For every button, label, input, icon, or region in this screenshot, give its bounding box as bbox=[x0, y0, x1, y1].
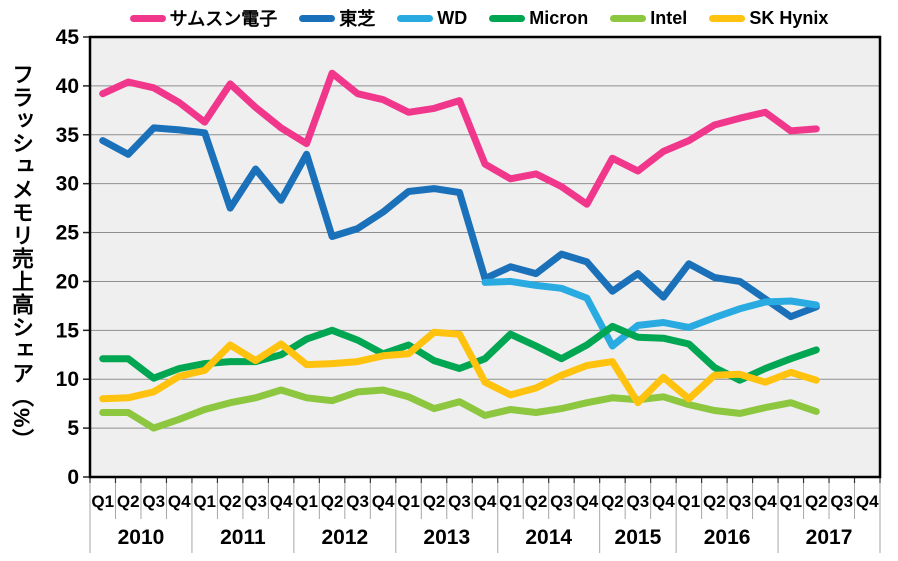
quarter-label: Q1 bbox=[499, 492, 522, 511]
quarter-label: Q2 bbox=[117, 492, 140, 511]
year-label: 2017 bbox=[806, 526, 853, 549]
legend-label-micron: Micron bbox=[529, 7, 589, 28]
year-label: 2015 bbox=[615, 526, 662, 549]
legend-swatch-micron bbox=[489, 14, 526, 22]
year-label: 2012 bbox=[321, 526, 368, 549]
quarter-label: Q3 bbox=[142, 492, 165, 511]
quarter-label: Q4 bbox=[652, 492, 675, 511]
quarter-label: Q4 bbox=[856, 492, 879, 511]
quarter-label: Q2 bbox=[601, 492, 624, 511]
y-tick-label: 45 bbox=[56, 26, 80, 49]
plot-border bbox=[88, 35, 882, 479]
year-label: 2013 bbox=[423, 526, 470, 549]
legend-item-sk-hynix: SK Hynix bbox=[709, 8, 828, 29]
quarter-label: Q3 bbox=[448, 492, 471, 511]
y-axis-title: フラッシュメモリ売上高シェア（%） bbox=[9, 62, 34, 452]
y-tick-label: 35 bbox=[56, 124, 80, 147]
year-label: 2011 bbox=[220, 526, 266, 549]
quarter-label: Q4 bbox=[474, 492, 497, 511]
legend-swatch-toshiba bbox=[299, 14, 336, 22]
legend-swatch-sk-hynix bbox=[709, 14, 746, 22]
quarter-label: Q1 bbox=[91, 492, 114, 511]
quarter-label: Q1 bbox=[295, 492, 318, 511]
quarter-label: Q1 bbox=[678, 492, 701, 511]
legend-label-wd: WD bbox=[437, 7, 468, 28]
y-tick-label: 5 bbox=[67, 417, 79, 440]
quarter-label: Q2 bbox=[703, 492, 726, 511]
quarter-label: Q4 bbox=[270, 492, 293, 511]
y-tick-label: 15 bbox=[56, 319, 80, 342]
quarter-label: Q1 bbox=[193, 492, 216, 511]
quarter-label: Q3 bbox=[346, 492, 369, 511]
quarter-label: Q4 bbox=[576, 492, 599, 511]
legend-item-intel: Intel bbox=[610, 8, 687, 29]
quarter-label: Q4 bbox=[168, 492, 191, 511]
legend-item-samsung: サムスン電子 bbox=[129, 5, 278, 31]
legend-swatch-intel bbox=[610, 14, 647, 22]
quarter-label: Q4 bbox=[754, 492, 777, 511]
year-label: 2016 bbox=[704, 526, 751, 549]
legend-label-sk-hynix: SK Hynix bbox=[749, 7, 829, 28]
series-line-0 bbox=[99, 69, 820, 208]
quarter-label: Q2 bbox=[219, 492, 242, 511]
quarter-label: Q3 bbox=[550, 492, 573, 511]
legend-label-samsung: サムスン電子 bbox=[169, 9, 278, 29]
quarter-label: Q1 bbox=[779, 492, 802, 511]
legend-label-toshiba: 東芝 bbox=[339, 9, 376, 29]
y-tick-label: 10 bbox=[56, 368, 79, 391]
quarter-label: Q3 bbox=[244, 492, 267, 511]
series-line-2 bbox=[481, 277, 820, 350]
quarter-label: Q2 bbox=[805, 492, 828, 511]
quarter-label: Q1 bbox=[397, 492, 420, 511]
legend-item-wd: WD bbox=[397, 8, 467, 29]
year-label: 2010 bbox=[118, 526, 165, 549]
y-tick-label: 0 bbox=[67, 466, 79, 489]
year-label: 2014 bbox=[525, 526, 572, 549]
y-tick-label: 40 bbox=[56, 75, 79, 98]
quarter-label: Q3 bbox=[627, 492, 650, 511]
quarter-label: Q3 bbox=[728, 492, 751, 511]
y-tick-label: 25 bbox=[56, 222, 80, 245]
series-line-4 bbox=[99, 386, 820, 432]
series-line-5 bbox=[99, 328, 820, 407]
y-tick-label: 30 bbox=[56, 173, 79, 196]
legend-label-intel: Intel bbox=[650, 7, 688, 28]
legend-item-toshiba: 東芝 bbox=[299, 5, 375, 31]
quarter-label: Q2 bbox=[423, 492, 446, 511]
legend: サムスン電子 東芝 WD Micron Intel SK Hynix bbox=[60, 3, 898, 33]
legend-swatch-wd bbox=[397, 14, 434, 22]
y-tick-label: 20 bbox=[56, 270, 79, 293]
quarter-label: Q4 bbox=[372, 492, 395, 511]
series-line-1 bbox=[99, 124, 820, 321]
quarter-label: Q2 bbox=[321, 492, 344, 511]
quarter-label: Q2 bbox=[525, 492, 548, 511]
series-line-3 bbox=[99, 322, 820, 384]
legend-item-micron: Micron bbox=[489, 8, 588, 29]
legend-swatch-samsung bbox=[129, 14, 166, 22]
quarter-label: Q3 bbox=[830, 492, 853, 511]
